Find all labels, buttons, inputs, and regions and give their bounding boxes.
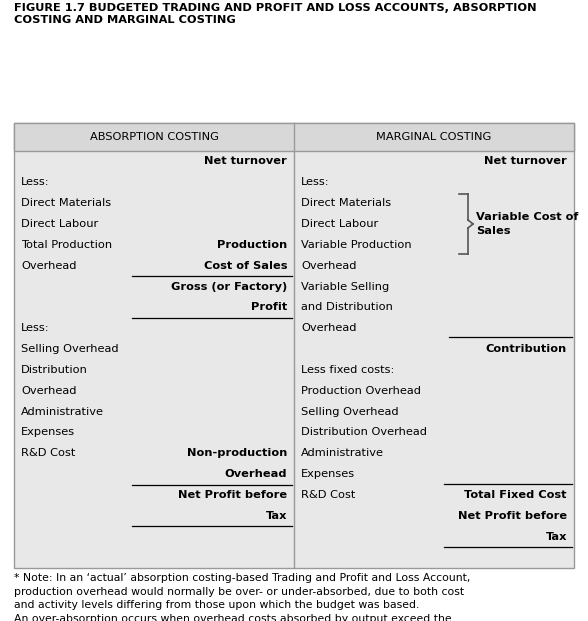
Text: Expenses: Expenses (301, 469, 355, 479)
Text: Less:: Less: (21, 323, 49, 333)
Text: Overhead: Overhead (301, 323, 356, 333)
Text: Gross (or Factory): Gross (or Factory) (171, 281, 287, 291)
Text: Overhead: Overhead (301, 261, 356, 271)
Text: ABSORPTION COSTING: ABSORPTION COSTING (89, 132, 218, 142)
Text: Net turnover: Net turnover (204, 156, 287, 166)
Text: MARGINAL COSTING: MARGINAL COSTING (376, 132, 492, 142)
Text: Direct Materials: Direct Materials (21, 198, 111, 208)
Text: Variable Selling: Variable Selling (301, 281, 389, 291)
Text: Administrative: Administrative (301, 448, 384, 458)
Text: Administrative: Administrative (21, 407, 104, 417)
Text: Non-production: Non-production (186, 448, 287, 458)
Text: Variable Cost of
Sales: Variable Cost of Sales (476, 212, 579, 235)
Text: Selling Overhead: Selling Overhead (301, 407, 399, 417)
Text: Direct Materials: Direct Materials (301, 198, 391, 208)
Text: Overhead: Overhead (21, 261, 76, 271)
Text: * Note: In an ‘actual’ absorption costing-based Trading and Profit and Loss Acco: * Note: In an ‘actual’ absorption costin… (14, 573, 470, 621)
Text: Contribution: Contribution (486, 344, 567, 354)
Text: Less:: Less: (21, 177, 49, 188)
Bar (14, 123, 574, 151)
Text: Tax: Tax (546, 532, 567, 542)
Bar (14, 123, 574, 568)
Text: FIGURE 1.7 BUDGETED TRADING AND PROFIT AND LOSS ACCOUNTS, ABSORPTION: FIGURE 1.7 BUDGETED TRADING AND PROFIT A… (14, 3, 537, 13)
Text: Direct Labour: Direct Labour (21, 219, 98, 229)
Text: Production Overhead: Production Overhead (301, 386, 421, 396)
Text: Variable Production: Variable Production (301, 240, 412, 250)
Text: Net Profit before: Net Profit before (458, 511, 567, 521)
Text: Less:: Less: (301, 177, 330, 188)
Text: Overhead: Overhead (225, 469, 287, 479)
Text: Selling Overhead: Selling Overhead (21, 344, 119, 354)
Text: R&D Cost: R&D Cost (21, 448, 75, 458)
Text: Net Profit before: Net Profit before (178, 490, 287, 500)
Text: Direct Labour: Direct Labour (301, 219, 378, 229)
Text: Distribution: Distribution (21, 365, 88, 375)
Text: Tax: Tax (266, 511, 287, 521)
Text: Net turnover: Net turnover (485, 156, 567, 166)
Text: Production: Production (217, 240, 287, 250)
Text: Less fixed costs:: Less fixed costs: (301, 365, 395, 375)
Text: Profit: Profit (250, 302, 287, 312)
Text: Total Fixed Cost: Total Fixed Cost (465, 490, 567, 500)
Text: Total Production: Total Production (21, 240, 112, 250)
Text: Distribution Overhead: Distribution Overhead (301, 427, 427, 437)
Text: Overhead: Overhead (21, 386, 76, 396)
Text: and Distribution: and Distribution (301, 302, 393, 312)
Text: Cost of Sales: Cost of Sales (203, 261, 287, 271)
Text: R&D Cost: R&D Cost (301, 490, 355, 500)
Text: COSTING AND MARGINAL COSTING: COSTING AND MARGINAL COSTING (14, 15, 236, 25)
Text: Expenses: Expenses (21, 427, 75, 437)
